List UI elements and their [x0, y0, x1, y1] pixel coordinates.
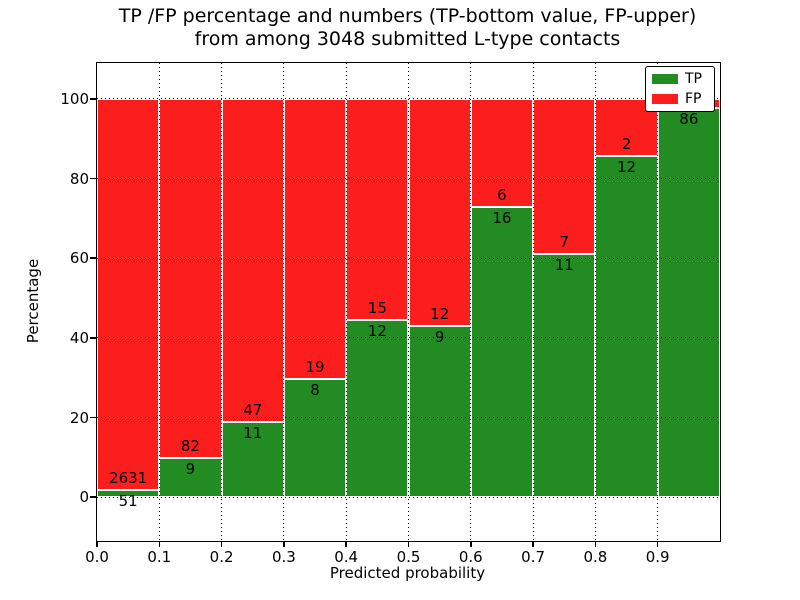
tp-bar-segment: [159, 457, 222, 498]
v-gridline: [221, 63, 223, 541]
legend-item-fp: FP: [652, 92, 708, 106]
y-tick: [90, 337, 97, 339]
fp-bar-label: 19: [305, 358, 325, 377]
tp-bar-label: 16: [492, 209, 512, 228]
v-gridline: [470, 63, 472, 541]
tp-bar-label: 11: [243, 423, 263, 442]
y-tick-label: 80: [69, 169, 89, 188]
fp-bar-label: 15: [367, 299, 387, 318]
fp-bar-segment: [283, 98, 347, 380]
x-tick: [96, 541, 98, 547]
fp-bar-segment: [408, 98, 471, 327]
tp-bar-segment: [470, 207, 534, 498]
x-tick-label: 0.1: [147, 548, 172, 566]
fp-bar-segment: [221, 98, 284, 422]
fp-bar-label: 2631: [109, 468, 148, 487]
plot-area: 2631 51 82 9 47 11 19 8 15 12 12 9 6 16 7 11 2 12 86 0 20 40 6…: [60, 62, 721, 566]
tp-bar-segment: [221, 421, 284, 498]
fp-bar-label: 47: [243, 400, 263, 419]
chart-title: TP /FP percentage and numbers (TP-bottom…: [96, 5, 719, 51]
y-tick: [90, 257, 97, 259]
chart-title-line2: from among 3048 submitted L-type contact…: [194, 28, 621, 50]
x-tick: [158, 541, 161, 547]
x-tick-label: 0.0: [85, 548, 109, 566]
tp-bar-label: 12: [367, 322, 387, 341]
tp-bar-segment: [657, 107, 720, 498]
tp-legend-label: TP: [685, 71, 702, 87]
tp-bar-label: 9: [434, 328, 445, 347]
tp-bar-label: 86: [679, 109, 699, 128]
y-tick: [90, 496, 97, 498]
x-tick: [532, 541, 534, 547]
y-tick: [90, 177, 97, 180]
x-tick-label: 0.6: [458, 548, 483, 566]
x-tick-label: 0.7: [521, 548, 546, 566]
fp-bar-label: 82: [180, 436, 200, 455]
tp-bar-label: 11: [554, 255, 574, 274]
tp-legend-swatch-icon: [652, 74, 678, 84]
x-tick: [407, 541, 410, 547]
tp-bar-segment: [346, 320, 409, 498]
tp-bar-segment: [533, 253, 596, 498]
x-tick: [594, 541, 597, 547]
v-gridline: [532, 63, 534, 541]
v-gridline: [345, 63, 347, 541]
x-tick: [656, 541, 659, 547]
tp-bar-label: 8: [310, 381, 320, 400]
fp-bar-segment: [470, 98, 534, 208]
fp-legend-label: FP: [685, 91, 702, 107]
v-gridline: [408, 63, 409, 541]
y-tick-label: 100: [60, 89, 89, 108]
x-tick-label: 0.8: [583, 548, 608, 566]
legend: TP FP: [645, 66, 715, 112]
v-gridline: [158, 63, 160, 541]
x-tick-label: 0.4: [334, 548, 359, 566]
tp-bar-label: 12: [617, 157, 637, 176]
y-tick: [90, 416, 97, 419]
chart-title-line1: TP /FP percentage and numbers (TP-bottom…: [118, 5, 697, 27]
fp-bar-label: 6: [497, 186, 507, 205]
tp-bar-label: 51: [118, 491, 138, 510]
v-gridline: [594, 63, 596, 541]
y-tick-label: 20: [69, 408, 89, 427]
fp-bar-label: 7: [559, 232, 570, 251]
legend-item-tp: TP: [652, 72, 708, 86]
y-tick-label: 40: [69, 328, 89, 347]
y-tick-label: 60: [69, 249, 89, 268]
x-tick: [345, 541, 347, 547]
x-tick: [220, 541, 223, 547]
y-tick-label: 0: [79, 488, 89, 507]
v-gridline: [657, 63, 659, 541]
x-tick-label: 0.9: [645, 548, 670, 566]
fp-bar-segment: [346, 98, 409, 321]
fp-bar-segment: [97, 98, 160, 490]
fp-bar-segment: [159, 98, 222, 458]
fp-bar-segment: [533, 98, 596, 254]
x-tick-label: 0.2: [209, 548, 234, 566]
x-tick-label: 0.5: [396, 548, 421, 566]
tp-bar-segment: [283, 379, 347, 498]
fp-legend-swatch-icon: [652, 94, 678, 104]
tp-bar-segment: [595, 155, 658, 498]
x-axis-label: Predicted probability: [329, 564, 486, 582]
v-gridline: [283, 63, 285, 541]
x-tick: [283, 541, 285, 547]
tp-bar-segment: [408, 326, 471, 498]
x-tick-label: 0.3: [271, 548, 296, 566]
fp-bar-label: 12: [430, 305, 450, 324]
fp-bar-label: 2: [621, 134, 632, 153]
tp-bar-label: 9: [185, 459, 196, 478]
x-tick: [470, 541, 472, 547]
y-tick: [90, 98, 97, 100]
